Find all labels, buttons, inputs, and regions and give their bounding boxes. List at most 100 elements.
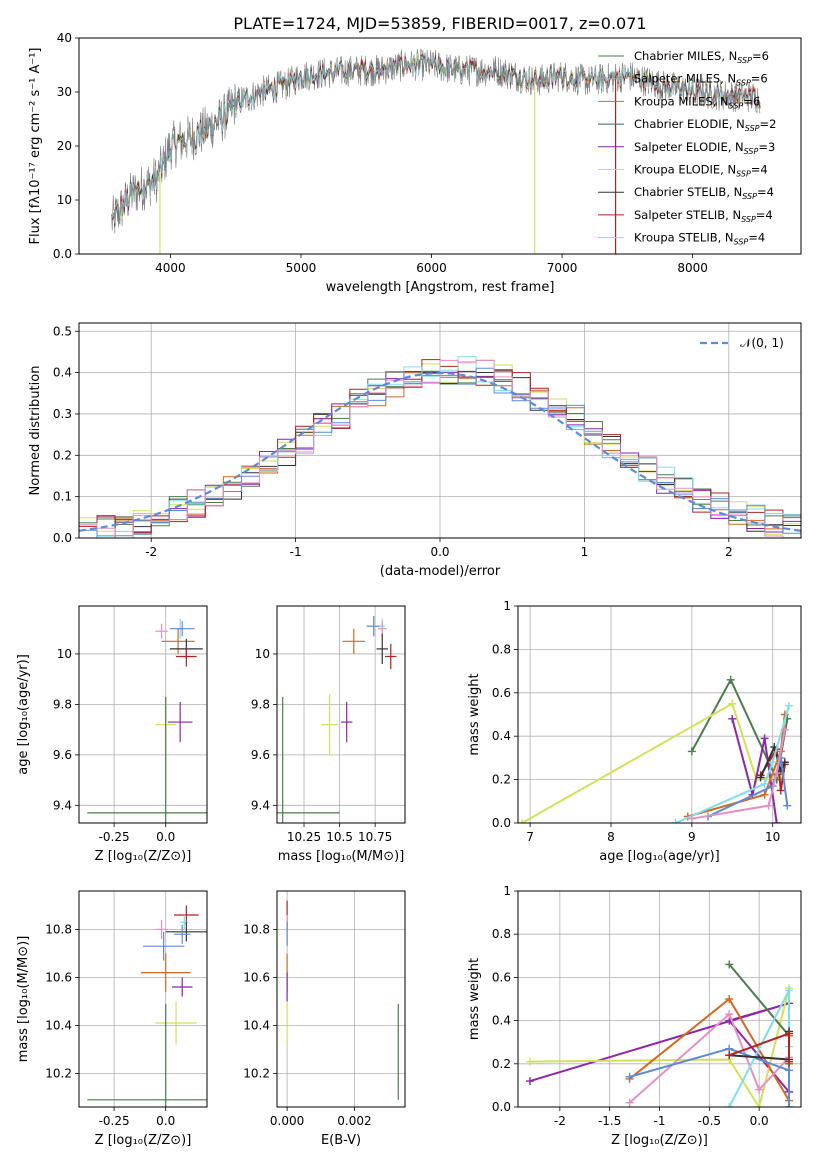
- y-axis-label: mass weight: [467, 958, 482, 1040]
- y-tick-label: 10: [255, 647, 270, 661]
- weight-point-marker: [625, 1098, 634, 1107]
- y-tick-label: 0.4: [53, 366, 72, 380]
- y-axis-label: mass [log₁₀(M/M⊙)]: [16, 936, 31, 1063]
- y-tick-label: 0.0: [492, 1100, 511, 1114]
- data-point: [171, 977, 193, 997]
- data-point: [342, 628, 366, 654]
- data-point: [87, 696, 207, 823]
- plot-area-spectrum: [111, 48, 761, 254]
- x-tick-label: 9: [688, 830, 696, 844]
- axes-frame: [78, 605, 208, 824]
- weight-point-marker: [780, 725, 789, 734]
- x-tick-label: 7: [526, 830, 534, 844]
- y-tick-label: 10.6: [243, 970, 270, 984]
- legend-label: Salpeter STELIB, NSSP=4: [634, 208, 773, 224]
- legend-label: Kroupa ELODIE, NSSP=4: [634, 163, 768, 179]
- panel-mass_age: 10.25 10.5 10.75 9.4 9.6 9.8 10 mass [log₁₀(M/M…: [251, 605, 406, 864]
- weight-point-marker: [728, 714, 737, 723]
- y-tick-label: 10.4: [45, 1018, 72, 1032]
- weight-point-marker: [725, 995, 734, 1003]
- weight-point-marker: [755, 1103, 764, 1107]
- weight-series-line: [687, 714, 786, 818]
- panel-z_age: -0.25 0.0 9.4 9.6 9.8 10 Z [log₁₀(Z/Z⊙)] age [l…: [16, 605, 208, 864]
- weight-point-marker: [783, 801, 792, 810]
- y-tick-label: 10.2: [45, 1066, 72, 1080]
- x-tick-label: 10.5: [326, 830, 353, 844]
- x-axis-label: E(B-V): [321, 1133, 361, 1148]
- x-tick-label: 0.0: [750, 1114, 769, 1128]
- weight-point-marker: [768, 758, 777, 767]
- y-tick-label: 0.4: [492, 1014, 511, 1028]
- x-tick-label: 5000: [286, 261, 317, 275]
- y-tick-label: 0.2: [53, 448, 72, 462]
- y-tick-label: 10: [57, 647, 72, 661]
- x-axis-label: (data-model)/error: [380, 564, 501, 579]
- data-point: [155, 919, 168, 939]
- y-tick-label: 10.6: [45, 970, 72, 984]
- weight-series-line: [521, 702, 781, 823]
- panel-residuals: -2 -1 0.0 1 2 0.0 0.1 0.2 0.3 0.4 0.5 (data-model)/…: [28, 322, 802, 579]
- y-tick-label: 40: [57, 31, 72, 45]
- data-point: [176, 646, 197, 667]
- x-tick-label: -0.25: [99, 830, 130, 844]
- x-tick-label: 2: [725, 545, 733, 559]
- x-axis-label: wavelength [Angstrom, rest frame]: [326, 280, 555, 295]
- x-tick-label: 0.000: [270, 1114, 304, 1128]
- weight-point-marker: [760, 779, 769, 788]
- x-axis-label: Z [log₁₀(Z/Z⊙)]: [95, 849, 192, 864]
- y-tick-label: 0.2: [492, 773, 511, 787]
- plot-area-mass_age: [277, 616, 397, 823]
- x-axis-label: age [log₁₀(age/yr)]: [599, 849, 720, 864]
- weight-point-marker: [725, 1103, 734, 1107]
- weight-point-marker: [784, 701, 793, 710]
- legend-label: Kroupa MILES, NSSP=6: [634, 94, 760, 110]
- plot-area-age_weight: [518, 675, 793, 823]
- y-tick-label: 0.0: [492, 816, 511, 830]
- axes-frame: [517, 605, 802, 824]
- y-tick-label: 9.4: [251, 798, 270, 812]
- weight-point-marker: [728, 699, 737, 708]
- x-axis-label: Z [log₁₀(Z/Z⊙)]: [611, 1133, 708, 1148]
- x-tick-label: 4000: [155, 261, 186, 275]
- y-tick-label: 10.2: [243, 1066, 270, 1080]
- plot-area-z_age: [87, 618, 207, 823]
- y-axis-label: Normed distribution: [28, 366, 43, 496]
- y-tick-label: 10.4: [243, 1018, 270, 1032]
- data-point: [321, 694, 339, 755]
- legend-label: Salpeter MILES, NSSP=6: [634, 72, 768, 88]
- x-tick-label: 6000: [416, 261, 447, 275]
- data-point: [155, 623, 168, 639]
- data-point: [167, 701, 193, 743]
- legend-label: Kroupa STELIB, NSSP=4: [634, 231, 765, 247]
- data-point: [140, 953, 191, 992]
- data-point: [277, 696, 340, 823]
- y-tick-label: 0.6: [492, 686, 511, 700]
- plot-area-residuals: [79, 356, 801, 538]
- weight-series-line: [675, 705, 790, 823]
- weight-point-marker: [785, 1029, 794, 1038]
- plot-area-ebv_mass: [286, 900, 399, 1100]
- y-tick-label: 10.8: [45, 922, 72, 936]
- weight-point-marker: [760, 734, 769, 743]
- weight-series-line: [628, 1012, 790, 1104]
- x-tick-label: -0.25: [99, 1114, 130, 1128]
- x-tick-label: -2: [554, 1114, 566, 1128]
- data-point: [161, 628, 195, 654]
- x-tick-label: -0.5: [698, 1114, 721, 1128]
- data-point: [385, 643, 397, 670]
- axes-frame: [78, 37, 802, 255]
- x-tick-label: 8000: [677, 261, 708, 275]
- x-tick-label: -1.5: [598, 1114, 621, 1128]
- x-axis-label: mass [log₁₀(M/M⊙)]: [278, 849, 405, 864]
- y-tick-label: 0.8: [492, 642, 511, 656]
- weight-series-line: [529, 1002, 790, 1093]
- legend-label: Chabrier STELIB, NSSP=4: [634, 185, 774, 201]
- weight-point-marker: [726, 675, 735, 684]
- panel-ebv_mass: 0.000 0.002 10.2 10.4 10.6 10.8 E(B-V): [243, 890, 406, 1148]
- weight-point-marker: [525, 1077, 534, 1086]
- legend-label: Salpeter ELODIE, NSSP=3: [634, 140, 775, 156]
- x-tick-label: 0.002: [337, 1114, 371, 1128]
- y-axis-label: mass weight: [467, 673, 482, 755]
- weight-series-line: [629, 1047, 790, 1107]
- y-tick-label: 9.8: [53, 697, 72, 711]
